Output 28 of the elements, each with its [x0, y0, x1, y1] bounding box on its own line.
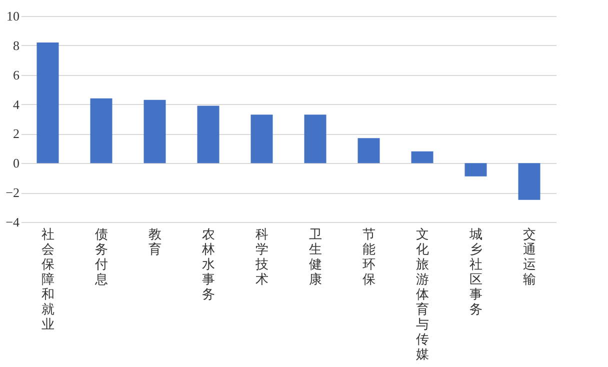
bar — [144, 100, 166, 164]
x-tick-label: 节能环保 — [362, 228, 376, 288]
category-label: 文化旅游体育与传媒 — [416, 228, 429, 362]
bar — [90, 98, 112, 164]
x-tick-label: 卫生健康 — [308, 228, 322, 288]
x-tick-label: 农林水事务 — [200, 228, 215, 302]
x-tick-label: 社会保障和就业 — [41, 228, 54, 332]
x-tick-label: 教育 — [148, 228, 162, 258]
y-tick-label: 10 — [6, 8, 20, 24]
bar — [250, 114, 273, 164]
y-tick-label: 6 — [13, 67, 20, 82]
bar — [464, 163, 487, 176]
bar — [411, 151, 434, 164]
y-tick-label: 8 — [13, 38, 20, 53]
x-tick-label: 债务付息 — [94, 228, 108, 288]
bar — [197, 106, 220, 164]
x-tick-label: 交通运输 — [522, 226, 536, 288]
bar — [304, 114, 326, 164]
y-tick-label: −2 — [6, 185, 20, 200]
bar — [358, 138, 380, 164]
bar — [518, 163, 540, 200]
y-tick-label: 0 — [13, 156, 20, 171]
y-tick-label: −4 — [6, 214, 20, 230]
x-tick-label: 科学技术 — [254, 228, 268, 288]
y-tick-label: 4 — [13, 96, 20, 112]
y-tick-label: 2 — [13, 126, 20, 142]
x-tick-label: 城乡社区事务 — [468, 228, 482, 318]
bar — [36, 42, 59, 164]
